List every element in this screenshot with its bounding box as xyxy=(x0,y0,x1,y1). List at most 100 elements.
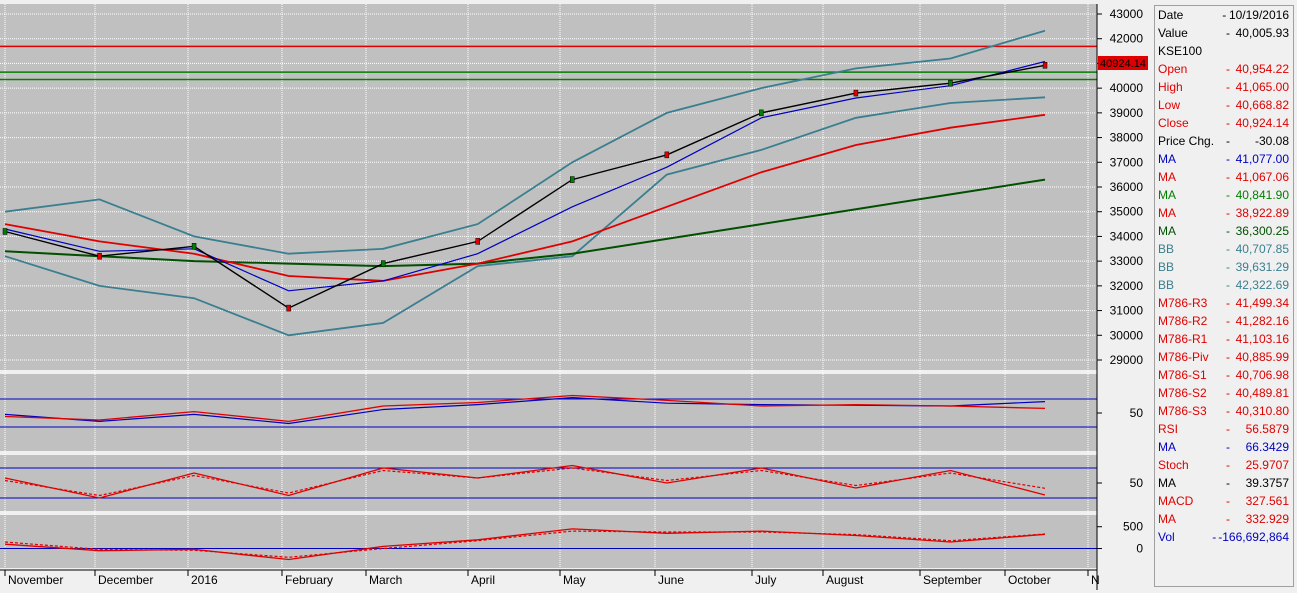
data-window-value: 41,499.34 xyxy=(1235,296,1289,310)
data-window-value: 40,924.14 xyxy=(1235,116,1289,130)
data-window-row: M786-R3 -41,499.34 xyxy=(1155,294,1293,312)
data-window-value: 41,065.00 xyxy=(1235,80,1289,94)
data-window-value: 40,885.99 xyxy=(1235,350,1289,364)
data-window-value: 56.5879 xyxy=(1245,422,1289,436)
ma-mid-line xyxy=(4,113,1046,282)
data-window-label: Value xyxy=(1158,26,1188,40)
data-window-value: 40,310.80 xyxy=(1235,404,1289,418)
data-window-dash xyxy=(1223,42,1233,60)
data-window-label: MA xyxy=(1158,512,1176,526)
data-window-label: MACD xyxy=(1158,494,1194,508)
data-window-label: MA xyxy=(1158,188,1176,202)
data-window-label: Vol xyxy=(1158,530,1175,544)
data-window-row: MA -41,067.06 xyxy=(1155,168,1293,186)
time-tick-label: October xyxy=(1008,573,1051,587)
time-tick-label: July xyxy=(755,573,776,587)
data-window-label: Stoch xyxy=(1158,458,1189,472)
data-window-label: Close xyxy=(1158,116,1189,130)
data-window-row: MA -36,300.25 xyxy=(1155,222,1293,240)
time-tick-label: September xyxy=(923,573,982,587)
data-window-value: 25.9707 xyxy=(1245,458,1289,472)
data-window-value: 39,631.29 xyxy=(1235,260,1289,274)
data-window-row: RSI - 56.5879 xyxy=(1155,420,1293,438)
data-window-dash: - xyxy=(1226,278,1230,292)
time-tick-label: 2016 xyxy=(191,573,218,587)
data-window-row: Stoch - 25.9707 xyxy=(1155,456,1293,474)
data-window-row: High -41,065.00 xyxy=(1155,78,1293,96)
data-window-dash: - xyxy=(1226,332,1230,346)
data-window-value: -166,692,864 xyxy=(1218,530,1289,544)
data-window-value: 10/19/2016 xyxy=(1228,8,1289,22)
data-window-dash: - xyxy=(1226,512,1230,526)
data-window-label: MA xyxy=(1158,440,1176,454)
data-window-dash: - xyxy=(1222,8,1227,22)
rsi-panel[interactable] xyxy=(0,374,1097,451)
data-window-value: 40,707.85 xyxy=(1235,242,1289,256)
data-window-value: 41,077.00 xyxy=(1235,152,1289,166)
data-window-row: Open -40,954.22 xyxy=(1155,60,1293,78)
data-window-value: 40,005.93 xyxy=(1235,26,1289,40)
stoch-line xyxy=(4,464,1046,499)
data-window-row: Low -40,668.82 xyxy=(1155,96,1293,114)
data-window-dash: - xyxy=(1226,134,1230,148)
data-window-row: M786-S3 -40,310.80 xyxy=(1155,402,1293,420)
price-point xyxy=(475,238,480,245)
data-window-label: M786-S1 xyxy=(1158,368,1207,382)
data-window-row: M786-R1 -41,103.16 xyxy=(1155,330,1293,348)
data-window-row: MA - 332.929 xyxy=(1155,510,1293,528)
grid xyxy=(0,4,1097,568)
price-tick-label: 34000 xyxy=(1110,229,1144,243)
data-window-row: BB -39,631.29 xyxy=(1155,258,1293,276)
price-point xyxy=(380,260,386,267)
data-window-dash: - xyxy=(1226,260,1230,274)
price-point xyxy=(191,243,197,250)
time-tick-label: May xyxy=(563,573,586,587)
data-window-dash: - xyxy=(1226,62,1230,76)
time-tick-label: April xyxy=(471,573,495,587)
data-window-value: 39.3757 xyxy=(1245,476,1289,490)
bb-upper-line xyxy=(4,29,1046,255)
time-tick-label: November xyxy=(8,573,63,587)
data-window-value: 40,841.90 xyxy=(1235,188,1289,202)
data-window-label: BB xyxy=(1158,278,1175,292)
data-window-row: BB -40,707.85 xyxy=(1155,240,1293,258)
data-window-label: BB xyxy=(1158,260,1175,274)
price-point xyxy=(97,252,102,260)
data-window-value: 41,282.16 xyxy=(1235,314,1289,328)
macd-panel[interactable] xyxy=(0,515,1097,568)
price-tick-label: 38000 xyxy=(1110,131,1144,145)
stoch-panel[interactable] xyxy=(0,455,1097,511)
data-window-label: KSE100 xyxy=(1158,44,1203,58)
price-tick-label: 39000 xyxy=(1110,106,1144,120)
data-window-value: 41,067.06 xyxy=(1235,170,1289,184)
data-window-label: M786-R3 xyxy=(1158,296,1208,310)
time-tick-label: N xyxy=(1091,573,1100,587)
data-window-label: M786-R2 xyxy=(1158,314,1208,328)
price-point xyxy=(664,151,670,159)
data-window-row: MA -38,922.89 xyxy=(1155,204,1293,222)
data-window-label: MA xyxy=(1158,476,1176,490)
data-window-value: 40,706.98 xyxy=(1235,368,1289,382)
data-window-dash: - xyxy=(1226,422,1230,436)
price-tick-label: 42000 xyxy=(1110,32,1144,46)
stoch-ma-line xyxy=(4,467,1046,497)
data-window-row: MACD - 327.561 xyxy=(1155,492,1293,510)
data-window-value: 327.561 xyxy=(1245,494,1289,508)
data-window-row: Close -40,924.14 xyxy=(1155,114,1293,132)
data-window-label: Price Chg. xyxy=(1158,134,1215,148)
rsi-line xyxy=(4,394,1046,423)
rsi-tick-label: 50 xyxy=(1130,406,1144,420)
data-window-label: Date xyxy=(1158,8,1184,22)
data-window-row: MA - 39.3757 xyxy=(1155,474,1293,492)
macd-tick-label: 0 xyxy=(1136,542,1143,556)
price-tick-label: 33000 xyxy=(1110,254,1144,268)
data-window-dash: - xyxy=(1226,206,1230,220)
data-window-label: M786-R1 xyxy=(1158,332,1208,346)
data-window-dash: - xyxy=(1226,188,1230,202)
last-price-label: 40924.14 xyxy=(1100,58,1146,70)
price-point xyxy=(1042,62,1048,69)
data-window-row: M786-R2 -41,282.16 xyxy=(1155,312,1293,330)
axes: 4300042000410004000039000380003700036000… xyxy=(0,4,1143,590)
data-window-row: Value -40,005.93 xyxy=(1155,24,1293,42)
